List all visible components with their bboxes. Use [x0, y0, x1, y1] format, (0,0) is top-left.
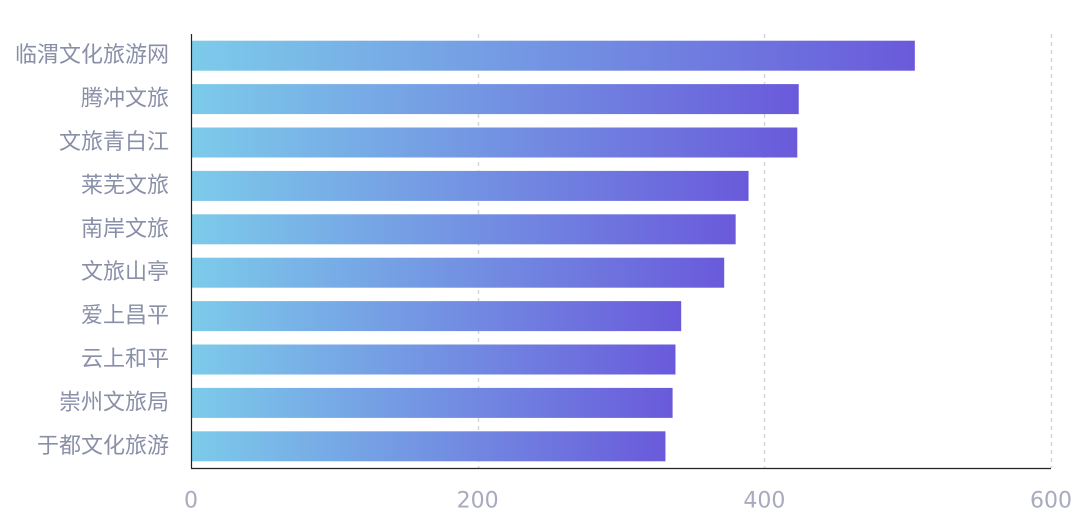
bar — [191, 431, 666, 462]
category-label: 临渭文化旅游网 — [15, 43, 169, 68]
x-tick-label: 0 — [184, 489, 198, 514]
bar — [191, 170, 749, 201]
category-label: 于都文化旅游 — [37, 434, 169, 459]
category-label: 腾冲文旅 — [81, 87, 169, 112]
x-tick-label: 600 — [1030, 489, 1072, 514]
bar — [191, 40, 915, 71]
category-labels: 临渭文化旅游网腾冲文旅文旅青白江莱芜文旅南岸文旅文旅山亭爱上昌平云上和平崇州文旅… — [15, 43, 169, 459]
category-label: 爱上昌平 — [81, 304, 169, 329]
x-tick-label: 400 — [743, 489, 785, 514]
bar — [191, 214, 736, 245]
bars — [191, 40, 915, 462]
bar — [191, 84, 799, 115]
bar — [191, 301, 682, 332]
x-tick-labels: 0 200 400 600 — [184, 489, 1072, 514]
bar — [191, 257, 725, 288]
category-label: 文旅山亭 — [81, 260, 169, 285]
bar — [191, 127, 798, 158]
bar — [191, 344, 676, 375]
category-label: 南岸文旅 — [81, 217, 169, 242]
axes — [190, 34, 1051, 470]
category-label: 崇州文旅局 — [59, 390, 169, 415]
category-label: 莱芜文旅 — [81, 173, 169, 198]
x-tick-label: 200 — [457, 489, 499, 514]
bar — [191, 387, 673, 418]
category-label: 文旅青白江 — [59, 130, 169, 155]
category-label: 云上和平 — [81, 347, 169, 372]
